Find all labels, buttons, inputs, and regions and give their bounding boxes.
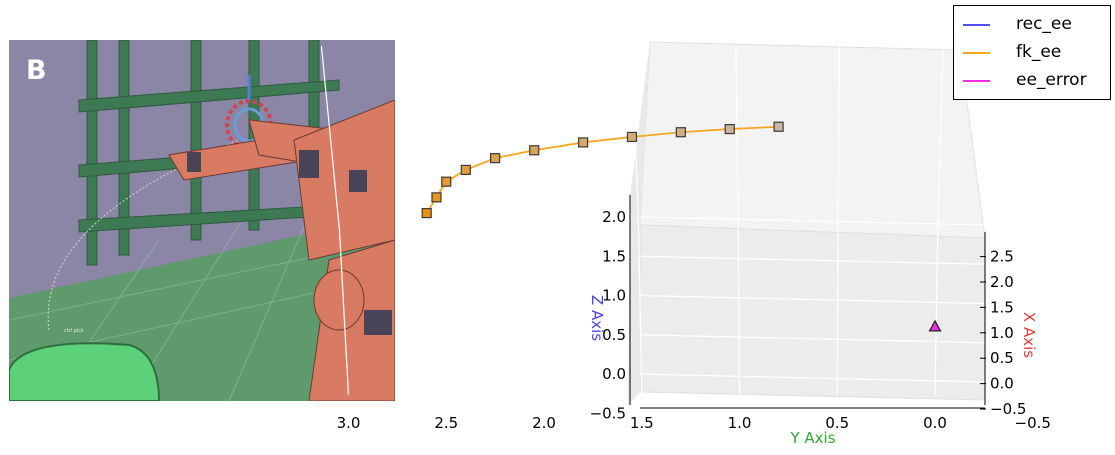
legend-label-rec-ee: rec_ee bbox=[1016, 14, 1072, 34]
scene-label: ctrl pick bbox=[64, 328, 84, 334]
rec-ee-point bbox=[724, 123, 735, 135]
legend: rec_ee fk_ee ee_error bbox=[953, 5, 1111, 100]
legend-item-ee-error: ee_error bbox=[954, 68, 1110, 94]
grid-line-z bbox=[639, 373, 986, 383]
z-tick-label: 0.0 bbox=[602, 365, 626, 383]
y-axis-label: Y Axis bbox=[789, 429, 835, 447]
panel-label: B bbox=[26, 55, 47, 86]
rec-ee-point bbox=[773, 121, 784, 132]
grid-line-y-back bbox=[320, 45, 341, 231]
y-tick-label: 3.0 bbox=[337, 414, 361, 432]
z-tick-label: −0.5 bbox=[590, 404, 626, 422]
x-tick-label: 2.0 bbox=[990, 273, 1014, 291]
x-axis-label: X Axis bbox=[1020, 312, 1038, 358]
grid-lines bbox=[320, 45, 986, 422]
x-tick-label: −0.5 bbox=[990, 400, 1026, 418]
y-tick-label: 0.5 bbox=[825, 414, 849, 432]
rec-ee-markers bbox=[421, 121, 784, 219]
rec-ee-point bbox=[421, 207, 432, 219]
back-pane bbox=[639, 41, 986, 239]
ee-error-markers bbox=[928, 319, 942, 332]
grid-line-y-back bbox=[528, 45, 540, 231]
grid-line-z bbox=[639, 412, 986, 422]
rec-ee-point bbox=[675, 127, 686, 138]
ee-error-point bbox=[928, 319, 942, 332]
grid-line-y-back bbox=[937, 45, 944, 231]
grid-line-y-back bbox=[735, 45, 739, 231]
z-axis-label: Z Axis bbox=[588, 295, 606, 341]
x-tick-label: 0.0 bbox=[990, 375, 1014, 393]
z-tick-label: 0.5 bbox=[602, 326, 626, 344]
x-tick-label: 2.5 bbox=[990, 248, 1014, 266]
robot-simulation-image: ctrl pick bbox=[9, 40, 395, 401]
floor-pane bbox=[639, 224, 986, 401]
grid-line-z bbox=[639, 216, 986, 226]
grid-line-y bbox=[836, 229, 839, 396]
axis-ticks: −0.5 0.0 0.5 1.0 1.5 2.0 3.0 2.5 2.0 1.5 1.0 0.5 0.0… bbox=[337, 208, 1051, 432]
rec-ee-point bbox=[490, 153, 501, 164]
grid-line-z bbox=[639, 255, 986, 265]
x-tick-label: 1.5 bbox=[990, 298, 1014, 316]
legend-item-fk-ee: fk_ee bbox=[954, 40, 1110, 66]
rec-ee-point bbox=[577, 137, 589, 148]
grid-line-y bbox=[737, 229, 741, 396]
y-tick-label: 1.5 bbox=[630, 414, 654, 432]
y-tick-label: 0.0 bbox=[923, 414, 947, 432]
grid-line-z bbox=[639, 334, 986, 344]
grid-line-y bbox=[438, 229, 447, 396]
grid-line-y bbox=[637, 229, 643, 396]
legend-label-ee-error: ee_error bbox=[1016, 70, 1087, 90]
legend-swatch-rec-ee bbox=[963, 24, 990, 26]
rec-ee-point bbox=[431, 192, 442, 203]
legend-item-rec-ee: rec_ee bbox=[954, 12, 1110, 38]
z-tick-label: 2.0 bbox=[602, 208, 626, 226]
y-tick-label: 1.0 bbox=[728, 414, 752, 432]
y-tick-label: −0.5 bbox=[1015, 414, 1051, 432]
grid-line-y bbox=[538, 229, 545, 396]
legend-swatch-fk-ee bbox=[963, 52, 990, 54]
rec-ee-point bbox=[529, 145, 540, 156]
grid-line-z bbox=[639, 294, 986, 305]
rec-ee-point bbox=[626, 131, 638, 143]
z-tick-label: 1.0 bbox=[602, 287, 626, 305]
legend-label-fk-ee: fk_ee bbox=[1016, 42, 1062, 62]
grid-line-y bbox=[338, 229, 350, 396]
x-tick-label: 1.0 bbox=[990, 324, 1014, 342]
grid-line-y-back bbox=[837, 45, 841, 231]
z-tick-label: 1.5 bbox=[602, 247, 626, 265]
y-tick-label: 2.5 bbox=[434, 414, 458, 432]
legend-swatch-ee-error bbox=[963, 80, 990, 82]
rec-ee-point bbox=[460, 164, 471, 175]
y-tick-label: 2.0 bbox=[532, 414, 556, 432]
side-pane bbox=[628, 42, 650, 405]
x-tick-label: 0.5 bbox=[990, 349, 1014, 367]
rec-ee-point bbox=[441, 176, 452, 187]
grid-line-y bbox=[934, 229, 939, 396]
